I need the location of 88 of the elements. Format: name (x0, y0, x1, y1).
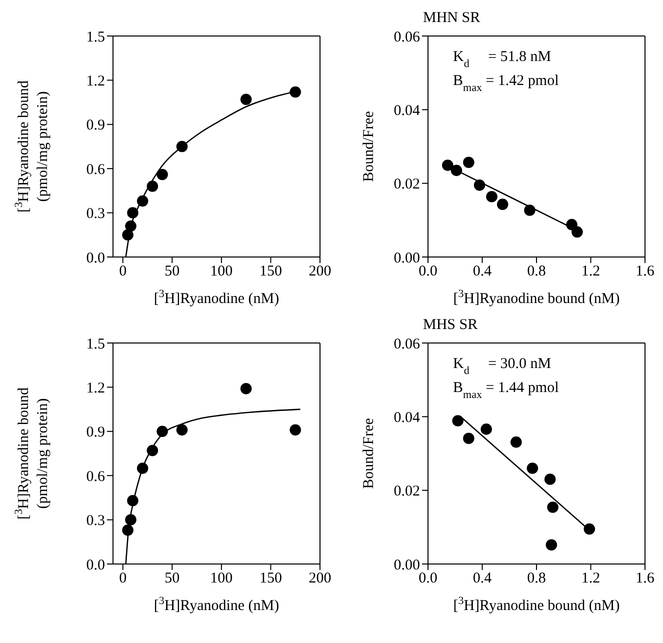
y-tick-label: 1.2 (86, 380, 105, 397)
point (463, 432, 474, 444)
point (510, 436, 522, 448)
x-tick-label: 1.6 (636, 264, 655, 280)
y-tick-label: 0.3 (86, 513, 105, 530)
x-tick-label: 1.6 (636, 570, 655, 587)
chart-title: MHS SR (423, 317, 478, 334)
point (474, 180, 486, 191)
point (480, 424, 492, 435)
annotation: B$_{max}$ = 1.44 pmol (453, 380, 559, 401)
x-tick-label: 0.4 (472, 570, 492, 587)
point (584, 523, 596, 535)
y-tick-label: 0.06 (394, 29, 420, 46)
point (176, 140, 188, 152)
y-axis-title: Bound/Free (361, 418, 377, 489)
x-tick-label: 200 (308, 264, 332, 280)
point (122, 524, 134, 536)
point (544, 474, 556, 485)
point (452, 415, 464, 426)
point (127, 494, 138, 506)
x-tick-label: 0.8 (527, 570, 546, 587)
y-tick-label: 1.5 (86, 29, 105, 46)
x-axis-title: [$^{3}$H]Ryanodine bound (nM) (453, 595, 620, 614)
x-tick-label: 200 (308, 570, 332, 587)
y-tick-label: 0.02 (394, 176, 420, 193)
x-tick-label: 0 (119, 570, 127, 587)
x-tick-label: 1.2 (581, 570, 600, 587)
point (176, 424, 188, 436)
y-tick-label: 0.9 (86, 118, 105, 134)
x-tick-label: 0.0 (418, 264, 438, 280)
point (290, 424, 302, 436)
point (546, 539, 558, 550)
point (463, 156, 474, 168)
point (146, 444, 158, 456)
point (486, 190, 498, 202)
y-tick-label: 1.2 (86, 74, 105, 90)
x-tick-label: 0.0 (418, 570, 438, 587)
y-tick-label: 0.6 (86, 162, 106, 178)
y-tick-label: 0.3 (86, 206, 105, 222)
chart-title: MHN SR (423, 10, 480, 27)
y-tick-label: 0.06 (394, 336, 420, 352)
x-tick-label: 100 (210, 264, 233, 280)
x-tick-label: 0.4 (472, 264, 492, 280)
x-tick-label: 1.2 (581, 264, 600, 280)
x-tick-label: 0 (119, 264, 127, 280)
point (136, 462, 148, 474)
y-tick-label: 0.0 (86, 250, 105, 266)
x-axis-title: [$^{3}$H]Ryanodine (nM) (154, 595, 280, 614)
point (127, 207, 138, 218)
y-tick-label: 0.0 (86, 557, 105, 574)
x-tick-label: 150 (259, 264, 282, 280)
y-tick-label: 0.9 (86, 424, 105, 441)
y-tick-label: 0.04 (394, 410, 420, 426)
y-tick-label: 0.04 (394, 102, 420, 119)
point (572, 226, 583, 238)
y-tick-label: 1.5 (86, 336, 105, 352)
point (125, 220, 136, 232)
point (547, 502, 558, 513)
x-tick-label: 0.8 (527, 264, 546, 280)
point (524, 204, 536, 216)
x-axis-title: [$^{3}$H]Ryanodine (nM) (154, 288, 280, 307)
y-tick-label: 0.00 (394, 557, 420, 574)
point (156, 426, 168, 438)
point (240, 94, 252, 106)
x-tick-label: 50 (164, 264, 180, 280)
point (122, 229, 134, 241)
annotation: B$_{max}$ = 1.42 pmol (453, 73, 559, 94)
x-tick-label: 150 (259, 570, 282, 587)
point (450, 164, 462, 176)
point (290, 86, 302, 98)
y-tick-label: 0.6 (86, 468, 106, 485)
point (566, 218, 578, 230)
point (146, 180, 158, 192)
point (125, 514, 136, 526)
y-axis-title: Bound/Free (361, 110, 377, 182)
point (496, 198, 508, 210)
x-tick-label: 100 (210, 570, 233, 587)
point (156, 168, 168, 180)
point (442, 160, 454, 171)
point (136, 195, 148, 207)
y-tick-label: 0.02 (394, 484, 420, 500)
point (526, 462, 538, 474)
text: K$_{d}$ = 51.8 nM (453, 49, 552, 70)
y-tick-label: 0.00 (394, 250, 420, 266)
x-tick-label: 50 (164, 570, 180, 587)
text: K$_{d}$ = 30.0 nM (453, 356, 552, 377)
point (240, 383, 252, 394)
x-axis-title: [$^{3}$H]Ryanodine bound (nM) (453, 288, 620, 307)
